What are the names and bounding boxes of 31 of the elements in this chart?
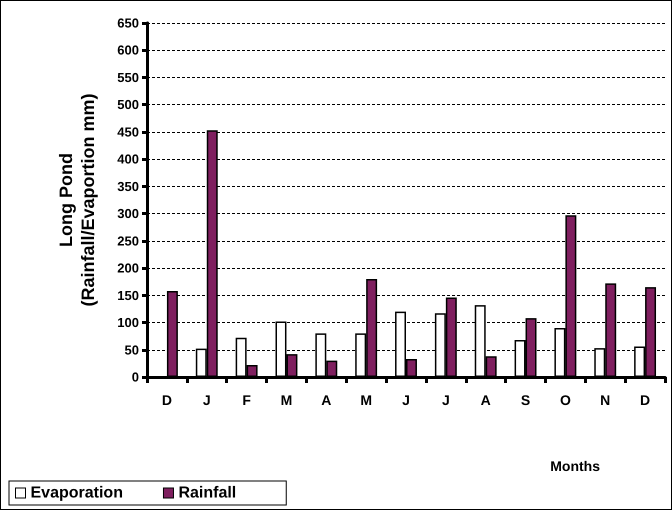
x-tick-label: M [280, 392, 292, 408]
x-tick-label: S [520, 392, 530, 408]
y-tick-label: 200 [117, 260, 139, 276]
y-tick-label: 300 [117, 206, 139, 222]
y-tick-label: 650 [117, 16, 139, 30]
y-tick-label: 550 [117, 70, 139, 85]
y-tick-label: 150 [117, 288, 139, 303]
y-tick-label: 600 [117, 42, 139, 58]
y-tick-label: 450 [117, 124, 139, 140]
x-tick-label: D [162, 392, 172, 408]
legend-label: Rainfall [178, 484, 236, 502]
x-tick-label: J [402, 392, 410, 408]
y-tick-label: 500 [117, 97, 139, 112]
y-tick-label: 400 [117, 152, 139, 167]
x-tick-label: A [480, 392, 491, 408]
x-tick-label: D [640, 392, 650, 408]
y-tick-label: 100 [117, 315, 139, 330]
y-tick-label: 50 [124, 342, 139, 358]
x-tick-label: O [560, 392, 571, 408]
x-tick-label: A [321, 392, 332, 408]
y-tick-label: 350 [117, 178, 139, 194]
x-tick-label: M [360, 392, 372, 408]
x-tick-label: F [242, 392, 252, 408]
x-tick-label: N [600, 392, 610, 408]
y-tick-label: 0 [132, 370, 139, 384]
y-axis-title: Long Pond (Rainfall/Evaportion mm) [56, 93, 98, 307]
y-tick-label: 250 [117, 233, 139, 248]
legend-label: Evaporation [30, 484, 123, 502]
x-tick-label: J [442, 392, 450, 408]
x-axis-title: Months [550, 458, 600, 474]
x-tick-label: J [202, 392, 211, 408]
